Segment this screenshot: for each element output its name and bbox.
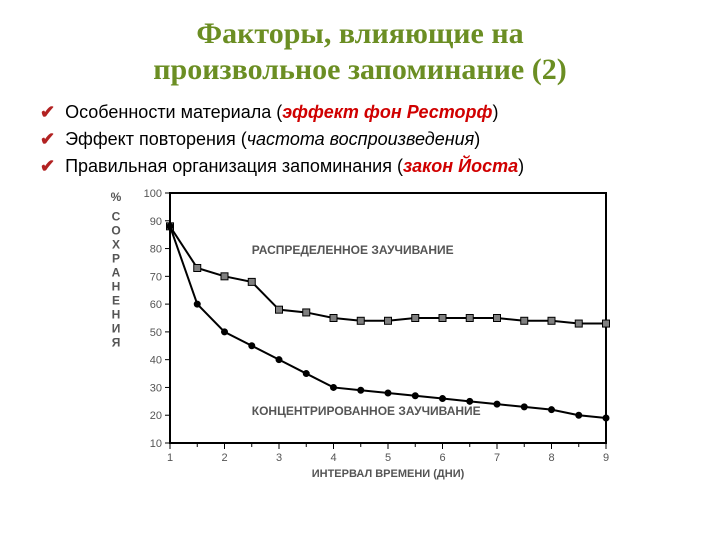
marker-distributed <box>248 278 255 285</box>
xtick-label: 5 <box>385 452 391 464</box>
chart-bg <box>100 183 620 483</box>
marker-distributed <box>330 315 337 322</box>
bullet-emphasis: частота воспроизведения <box>247 129 475 149</box>
marker-concentrated <box>331 384 337 390</box>
chart-container: 10 20 30 40 50 60 70 80 90 100 1 2 3 4 5 6 7 8 9 ИНТЕРВАЛ В… <box>40 183 680 483</box>
bullet-item: ✔ Эффект повторения (частота воспроизведе… <box>40 129 680 150</box>
marker-concentrated <box>440 396 446 402</box>
ytick-label: 100 <box>144 188 162 200</box>
xtick-label: 9 <box>603 452 609 464</box>
ytick-label: 70 <box>150 271 162 283</box>
xtick-label: 2 <box>221 452 227 464</box>
marker-concentrated <box>194 301 200 307</box>
y-axis-label-char: И <box>112 322 121 336</box>
marker-concentrated <box>603 415 609 421</box>
marker-distributed <box>221 273 228 280</box>
bullet-item: ✔ Особенности материала (эффект фон Ресто… <box>40 102 680 123</box>
xtick-label: 1 <box>167 452 173 464</box>
marker-concentrated <box>303 371 309 377</box>
ytick-label: 60 <box>150 299 162 311</box>
y-axis-label-char: С <box>112 210 121 224</box>
bullet-text: Правильная организация запоминания (зако… <box>65 156 524 177</box>
title-line-2: произвольное запоминание (2) <box>40 52 680 88</box>
check-icon: ✔ <box>40 129 55 150</box>
bullet-plain: Особенности материала ( <box>65 102 282 122</box>
marker-distributed <box>276 306 283 313</box>
marker-distributed <box>194 265 201 272</box>
marker-distributed <box>303 309 310 316</box>
bullet-plain: Эффект повторения ( <box>65 129 247 149</box>
series-label-distributed: РАСПРЕДЕЛЕННОЕ ЗАУЧИВАНИЕ <box>252 243 454 257</box>
y-axis-label-char: О <box>111 224 120 238</box>
slide: Факторы, влияющие на произвольное запоми… <box>0 0 720 540</box>
marker-distributed <box>385 317 392 324</box>
marker-distributed <box>412 315 419 322</box>
ytick-label: 40 <box>150 355 162 367</box>
marker-distributed <box>521 317 528 324</box>
marker-concentrated <box>167 223 173 229</box>
bullet-list: ✔ Особенности материала (эффект фон Ресто… <box>40 102 680 177</box>
ytick-label: 30 <box>150 382 162 394</box>
marker-concentrated <box>358 387 364 393</box>
bullet-text: Особенности материала (эффект фон Рестор… <box>65 102 498 123</box>
marker-concentrated <box>249 343 255 349</box>
y-axis-label-char: Н <box>112 280 121 294</box>
y-axis-label-char: Я <box>112 336 121 350</box>
title-line-1: Факторы, влияющие на <box>40 16 680 52</box>
marker-concentrated <box>576 412 582 418</box>
bullet-after: ) <box>474 129 480 149</box>
bullet-text: Эффект повторения (частота воспроизведен… <box>65 129 480 150</box>
y-axis-label-char: % <box>111 190 122 204</box>
y-axis-label-char: Н <box>112 308 121 322</box>
xtick-label: 4 <box>330 452 336 464</box>
marker-distributed <box>439 315 446 322</box>
ytick-label: 50 <box>150 327 162 339</box>
slide-title: Факторы, влияющие на произвольное запоми… <box>40 16 680 88</box>
bullet-plain: Правильная организация запоминания ( <box>65 156 403 176</box>
xtick-label: 8 <box>548 452 554 464</box>
ytick-label: 20 <box>150 410 162 422</box>
check-icon: ✔ <box>40 156 55 177</box>
ytick-label: 80 <box>150 244 162 256</box>
marker-concentrated <box>494 401 500 407</box>
marker-concentrated <box>521 404 527 410</box>
marker-concentrated <box>412 393 418 399</box>
marker-distributed <box>603 320 610 327</box>
x-axis-label: ИНТЕРВАЛ ВРЕМЕНИ (ДНИ) <box>312 468 465 480</box>
bullet-item: ✔ Правильная организация запоминания (зак… <box>40 156 680 177</box>
y-axis-label-char: Х <box>112 238 120 252</box>
y-axis-label-char: Е <box>112 294 120 308</box>
bullet-after: ) <box>492 102 498 122</box>
marker-distributed <box>548 317 555 324</box>
check-icon: ✔ <box>40 102 55 123</box>
xtick-label: 7 <box>494 452 500 464</box>
xtick-label: 3 <box>276 452 282 464</box>
marker-distributed <box>494 315 501 322</box>
bullet-emphasis: эффект фон Ресторф <box>282 102 492 122</box>
retention-chart: 10 20 30 40 50 60 70 80 90 100 1 2 3 4 5 6 7 8 9 ИНТЕРВАЛ В… <box>100 183 620 483</box>
marker-distributed <box>357 317 364 324</box>
marker-concentrated <box>549 407 555 413</box>
marker-concentrated <box>276 357 282 363</box>
y-axis-label-char: А <box>112 266 121 280</box>
marker-concentrated <box>222 329 228 335</box>
ytick-label: 10 <box>150 438 162 450</box>
ytick-label: 90 <box>150 216 162 228</box>
series-label-concentrated: КОНЦЕНТРИРОВАННОЕ ЗАУЧИВАНИЕ <box>252 404 481 418</box>
bullet-emphasis: закон Йоста <box>403 156 518 176</box>
marker-distributed <box>466 315 473 322</box>
y-axis-label-char: Р <box>112 252 120 266</box>
marker-distributed <box>575 320 582 327</box>
xtick-label: 6 <box>439 452 445 464</box>
bullet-after: ) <box>518 156 524 176</box>
marker-concentrated <box>385 390 391 396</box>
